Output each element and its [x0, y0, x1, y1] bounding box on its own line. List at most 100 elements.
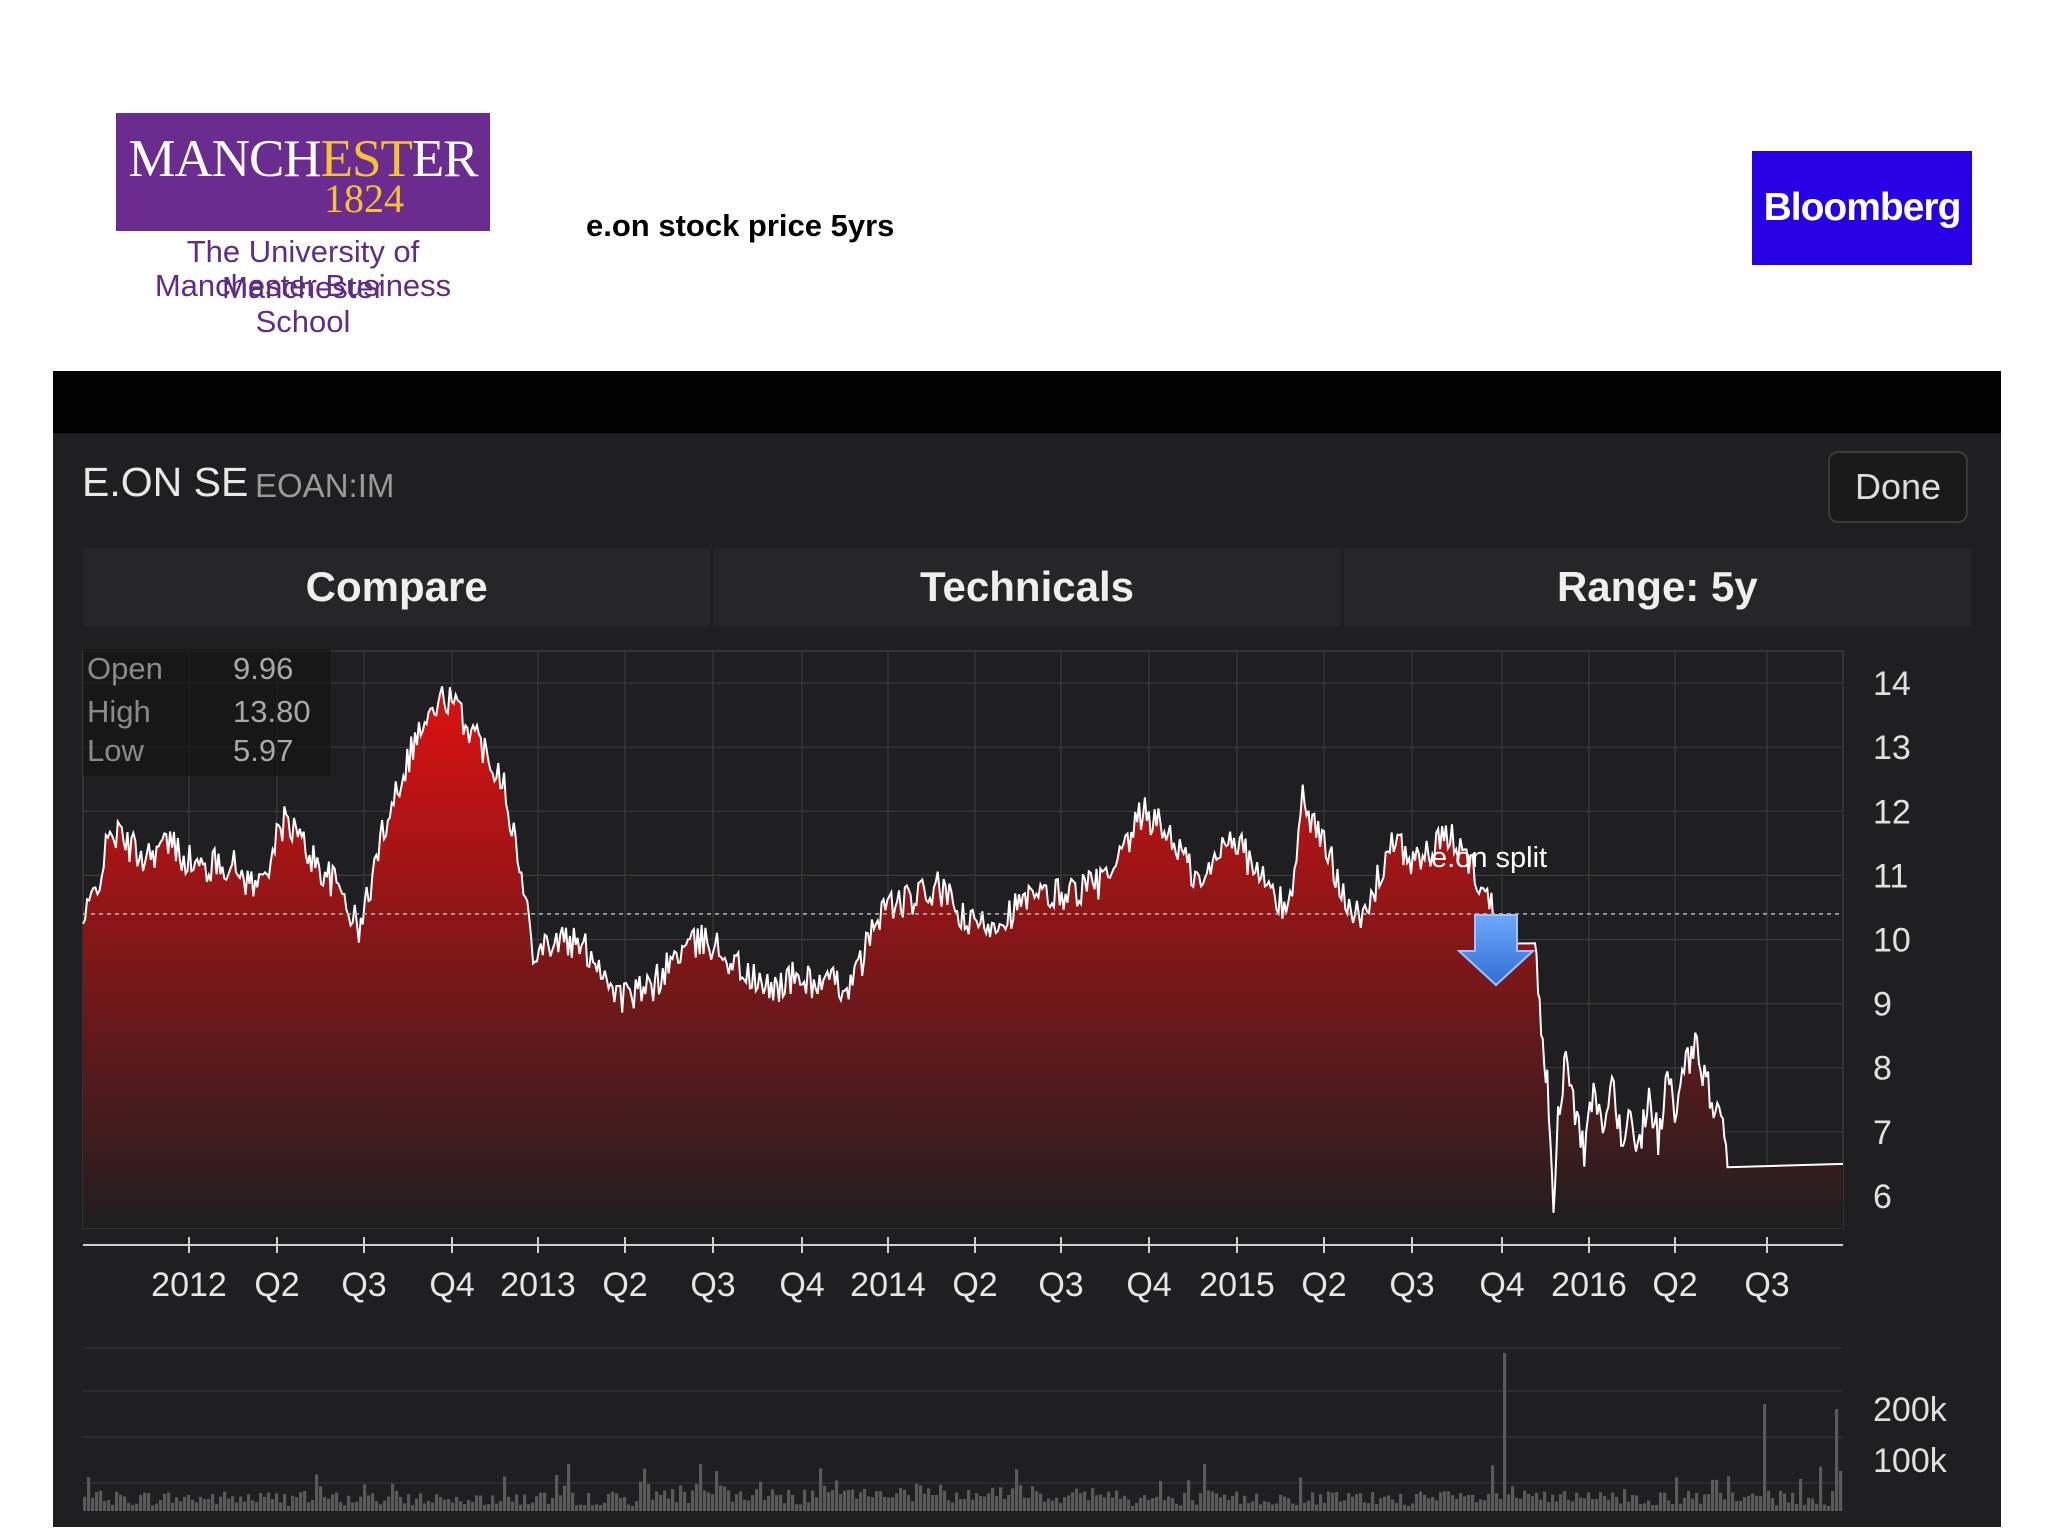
volume-bar: [403, 1503, 407, 1511]
volume-bar: [283, 1494, 287, 1511]
volume-bar: [1555, 1501, 1559, 1511]
done-button[interactable]: Done: [1828, 451, 1968, 523]
volume-bar: [463, 1504, 467, 1511]
volume-bar: [799, 1504, 803, 1511]
volume-bar: [1147, 1499, 1151, 1511]
volume-bar: [1635, 1495, 1639, 1511]
volume-bar: [343, 1505, 347, 1511]
volume-bar: [1407, 1505, 1411, 1511]
low-label: Low: [87, 733, 144, 768]
volume-bar: [363, 1484, 367, 1511]
school-name: Manchester Business School: [154, 268, 452, 339]
high-value: 13.80: [233, 694, 311, 729]
volume-bar: [1275, 1503, 1279, 1511]
volume-bar: [303, 1491, 307, 1511]
volume-bar: [1431, 1497, 1435, 1511]
volume-bar: [991, 1487, 995, 1511]
range-button[interactable]: Range: 5y: [1343, 548, 1971, 626]
volume-bar: [1435, 1500, 1439, 1511]
volume-bar: [479, 1495, 483, 1511]
volume-bar: [679, 1485, 683, 1511]
volume-bar: [1423, 1494, 1427, 1511]
volume-bar: [1215, 1493, 1219, 1511]
volume-bar: [571, 1492, 575, 1511]
volume-bar: [971, 1499, 975, 1511]
volume-bar: [1587, 1492, 1591, 1511]
volume-bar: [1203, 1464, 1207, 1511]
x-tick-label: Q2: [1301, 1266, 1346, 1304]
volume-bar: [511, 1501, 515, 1511]
high-label: High: [87, 694, 151, 729]
volume-bar: [711, 1494, 715, 1511]
volume-bar: [1291, 1503, 1295, 1511]
volume-bar: [1387, 1495, 1391, 1511]
volume-bar: [551, 1498, 555, 1511]
volume-bar: [887, 1497, 891, 1511]
volume-bar: [1343, 1500, 1347, 1511]
volume-bar: [919, 1485, 923, 1511]
volume-bar: [443, 1499, 447, 1511]
volume-bar: [1331, 1492, 1335, 1511]
volume-bar: [1043, 1501, 1047, 1511]
volume-bar: [231, 1496, 235, 1511]
volume-bar: [1451, 1495, 1455, 1511]
volume-bar: [1775, 1505, 1779, 1511]
volume-bar: [1219, 1497, 1223, 1511]
volume-bar: [423, 1503, 427, 1511]
volume-bar: [779, 1494, 783, 1511]
volume-bar: [259, 1493, 263, 1511]
volume-bar: [635, 1501, 639, 1511]
volume-bar: [1339, 1501, 1343, 1511]
university-name: The University of Manchester: [186, 234, 420, 305]
volume-bar: [87, 1477, 91, 1511]
volume-bar: [1699, 1503, 1703, 1511]
volume-bar: [175, 1497, 179, 1511]
volume-bar: [911, 1501, 915, 1511]
volume-bar: [1031, 1486, 1035, 1511]
volume-bar: [1023, 1497, 1027, 1511]
volume-bar: [763, 1499, 767, 1511]
volume-bar: [1399, 1494, 1403, 1511]
x-tick-label: Q4: [779, 1266, 824, 1304]
volume-bar: [1295, 1505, 1299, 1511]
volume-bar: [1255, 1493, 1259, 1511]
volume-bar: [1099, 1494, 1103, 1511]
volume-bar: [947, 1500, 951, 1511]
volume-bar: [1447, 1491, 1451, 1511]
volume-bar: [999, 1487, 1003, 1511]
volume-bar: [1531, 1496, 1535, 1511]
volume-bar: [1767, 1490, 1771, 1511]
volume-bar: [1235, 1491, 1239, 1511]
price-chart[interactable]: 14 13 12 11 10 9 8 7 6 2012 Q2 Q3 Q4 2013 Q2 Q3 Q4 2014 Q…: [53, 371, 2001, 1527]
volume-bar: [599, 1505, 603, 1511]
volume-bar: [1771, 1498, 1775, 1511]
volume-bar: [1371, 1491, 1375, 1511]
volume-bar: [1667, 1500, 1671, 1511]
volume-bar: [1063, 1497, 1067, 1511]
volume-bar: [147, 1493, 151, 1511]
y-tick-label: 7: [1873, 1114, 1892, 1152]
volume-bar: [1719, 1492, 1723, 1511]
volume-bar: [611, 1491, 615, 1511]
technicals-button[interactable]: Technicals: [713, 548, 1341, 626]
volume-bar: [623, 1497, 627, 1511]
x-tick-label: Q2: [254, 1266, 299, 1304]
volume-bar: [1027, 1497, 1031, 1511]
volume-bar: [1503, 1353, 1507, 1511]
volume-bar: [891, 1497, 895, 1511]
volume-bar: [839, 1493, 843, 1511]
volume-bar: [107, 1500, 111, 1511]
volume-bar: [155, 1503, 159, 1511]
volume-bar: [1223, 1494, 1227, 1511]
y-tick-label: 13: [1873, 729, 1911, 767]
volume-bar: [963, 1498, 967, 1511]
volume-bar: [903, 1489, 907, 1511]
volume-bar: [507, 1496, 511, 1511]
volume-bar: [1499, 1498, 1503, 1511]
volume-bar: [863, 1488, 867, 1511]
volume-bar: [1755, 1495, 1759, 1511]
volume-bar: [775, 1495, 779, 1511]
volume-bar: [859, 1492, 863, 1511]
compare-button[interactable]: Compare: [83, 548, 711, 626]
x-tick-label: 2014: [850, 1266, 926, 1304]
